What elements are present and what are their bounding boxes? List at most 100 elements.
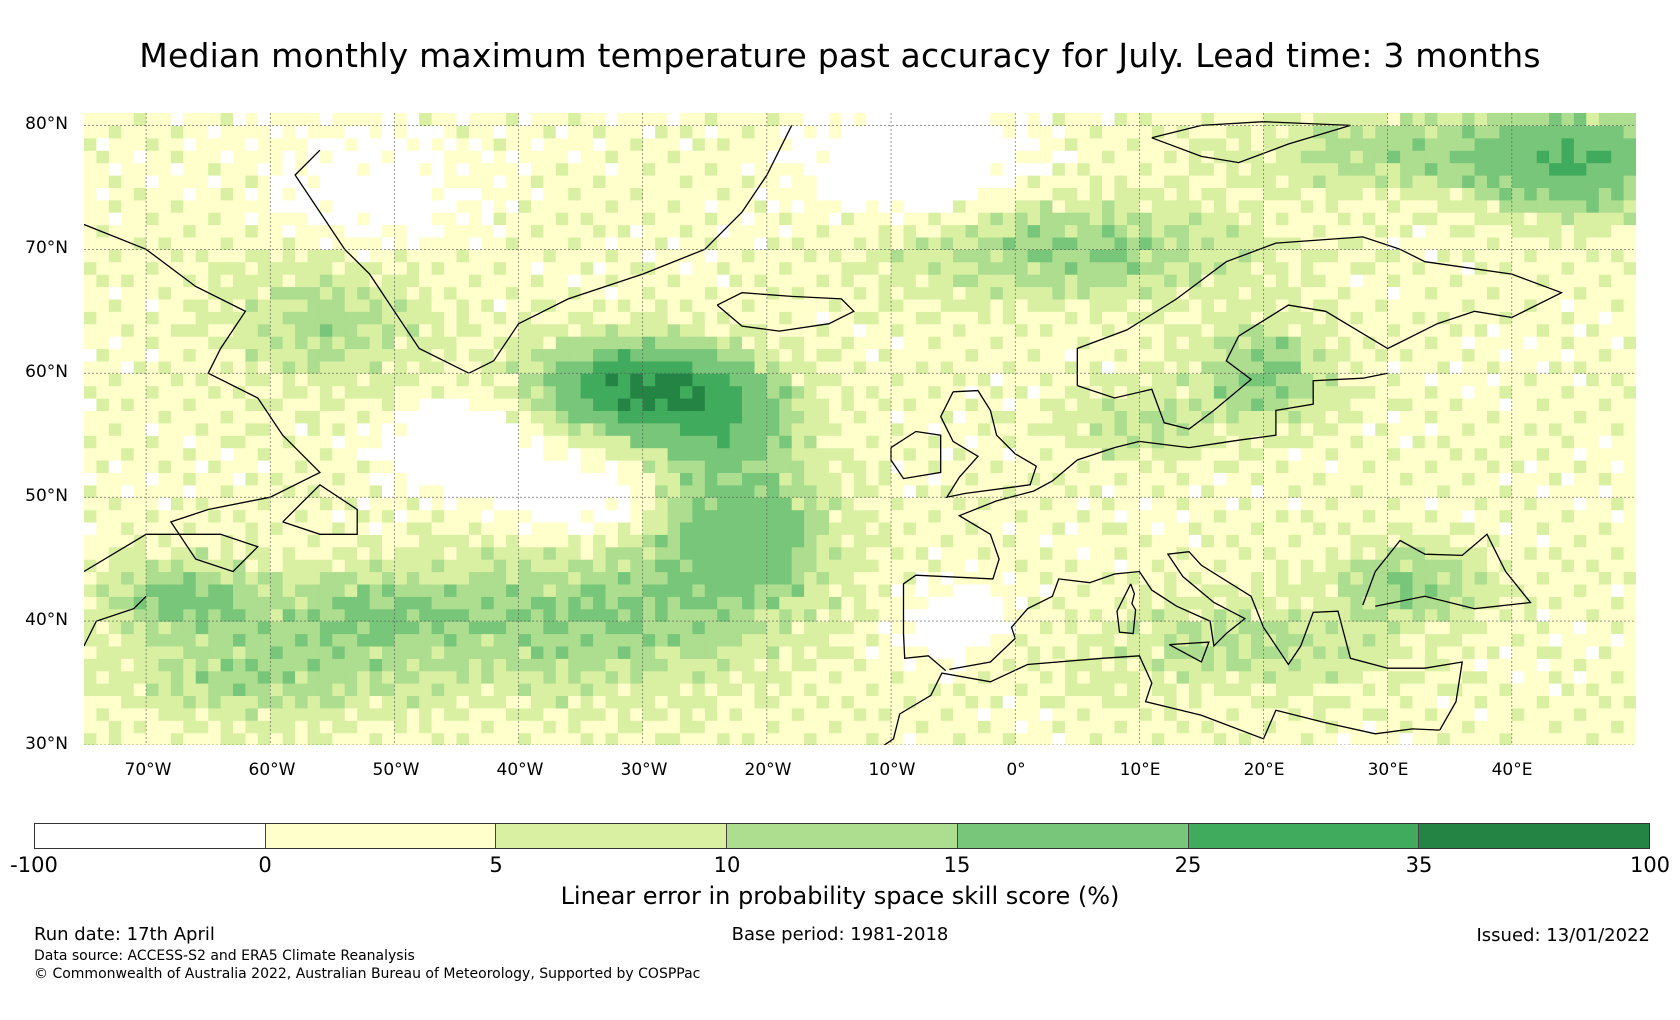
grid-cell — [866, 410, 880, 424]
grid-cell — [729, 261, 743, 275]
grid-cell — [419, 286, 433, 300]
grid-cell — [332, 447, 346, 461]
grid-cell — [1015, 645, 1029, 659]
grid-cell — [1201, 410, 1215, 424]
grid-cell — [1288, 385, 1302, 399]
grid-cell — [369, 534, 383, 548]
grid-cell — [953, 633, 967, 647]
grid-cell — [965, 435, 979, 449]
grid-cell — [1089, 286, 1103, 300]
grid-cell — [1176, 236, 1190, 250]
grid-cell — [208, 236, 222, 250]
grid-cell — [1102, 534, 1116, 548]
grid-cell — [170, 410, 184, 424]
grid-cell — [431, 298, 445, 312]
grid-cell — [1015, 199, 1029, 213]
grid-cell — [766, 732, 780, 745]
grid-cell — [1151, 621, 1165, 635]
grid-cell — [357, 336, 371, 350]
grid-cell — [233, 261, 246, 275]
grid-cell — [84, 534, 97, 548]
grid-cell — [1288, 224, 1302, 238]
grid-cell — [617, 521, 631, 535]
grid-cell — [531, 410, 544, 424]
grid-cell — [220, 348, 234, 362]
grid-cell — [903, 608, 917, 622]
grid-cell — [928, 348, 942, 362]
grid-cell — [754, 633, 768, 647]
grid-cell — [456, 162, 470, 176]
grid-cell — [133, 435, 147, 449]
grid-cell — [915, 447, 929, 461]
grid-cell — [605, 670, 619, 684]
grid-cell — [531, 707, 544, 721]
grid-cell — [1251, 224, 1265, 238]
grid-cell — [1040, 175, 1053, 188]
grid-cell — [816, 137, 830, 151]
grid-cell — [779, 212, 793, 226]
grid-cell — [593, 187, 607, 201]
grid-cell — [878, 398, 892, 411]
grid-cell — [369, 261, 383, 275]
grid-cell — [791, 360, 805, 374]
grid-cell — [1064, 608, 1078, 622]
grid-cell — [282, 298, 296, 312]
grid-cell — [444, 621, 458, 635]
grid-cell — [717, 460, 731, 473]
grid-cell — [1275, 571, 1289, 585]
grid-cell — [133, 707, 147, 721]
grid-cell — [804, 583, 818, 597]
grid-cell — [468, 583, 482, 597]
grid-cell — [791, 311, 805, 325]
grid-cell — [655, 596, 669, 610]
grid-cell — [978, 286, 991, 300]
grid-cell — [394, 732, 408, 745]
grid-cell — [891, 472, 904, 486]
grid-cell — [406, 521, 420, 535]
grid-cell — [729, 410, 743, 424]
grid-cell — [878, 360, 892, 374]
grid-cell — [804, 658, 818, 672]
grid-cell — [990, 360, 1004, 374]
grid-cell — [406, 125, 420, 139]
grid-cell — [593, 298, 607, 312]
grid-cell — [84, 472, 97, 486]
grid-cell — [493, 484, 507, 498]
grid-cell — [493, 113, 507, 126]
grid-cell — [282, 224, 296, 238]
grid-cell — [282, 621, 296, 635]
grid-cell — [1213, 460, 1227, 473]
grid-cell — [1164, 187, 1178, 201]
grid-cell — [965, 125, 979, 139]
grid-cell — [1114, 645, 1128, 659]
grid-cell — [319, 633, 333, 647]
grid-cell — [543, 125, 557, 139]
grid-cell — [431, 645, 445, 659]
grid-cell — [183, 385, 197, 399]
grid-cell — [568, 398, 582, 411]
grid-cell — [233, 175, 246, 188]
grid-cell — [319, 534, 333, 548]
grid-cell — [1077, 298, 1091, 312]
grid-cell — [1189, 645, 1202, 659]
grid-cell — [146, 683, 160, 696]
grid-cell — [233, 720, 246, 734]
grid-cell — [655, 608, 669, 622]
grid-cell — [133, 683, 147, 696]
grid-cell — [493, 187, 507, 201]
grid-cell — [1226, 212, 1240, 226]
grid-cell — [866, 236, 880, 250]
grid-cell — [84, 348, 97, 362]
grid-cell — [791, 509, 805, 523]
grid-cell — [742, 199, 755, 213]
grid-cell — [1077, 546, 1091, 560]
grid-cell — [195, 720, 209, 734]
grid-cell — [878, 410, 892, 424]
grid-cell — [1102, 199, 1116, 213]
grid-cell — [642, 509, 656, 523]
grid-cell — [1251, 249, 1265, 263]
grid-cell — [605, 534, 619, 548]
grid-cell — [1164, 311, 1178, 325]
grid-cell — [493, 435, 507, 449]
grid-cell — [593, 150, 607, 164]
